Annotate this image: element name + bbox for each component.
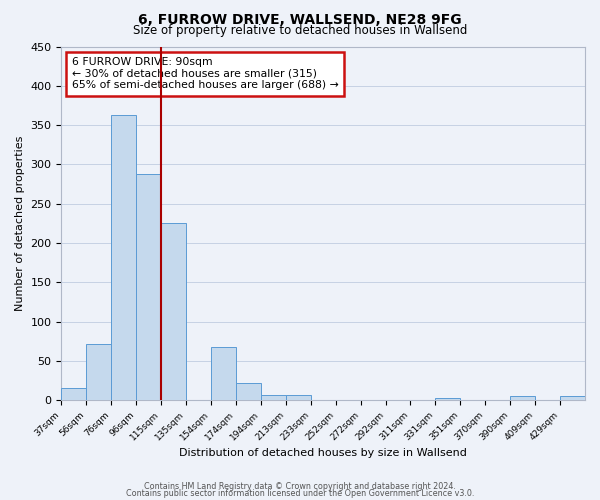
Bar [136,174,161,400]
Bar [86,344,111,400]
Bar [560,396,585,400]
Bar [436,398,460,400]
Bar [161,224,186,400]
Bar [510,396,535,400]
Bar [286,396,311,400]
Bar [111,115,136,400]
Bar [236,383,261,400]
X-axis label: Distribution of detached houses by size in Wallsend: Distribution of detached houses by size … [179,448,467,458]
Text: Size of property relative to detached houses in Wallsend: Size of property relative to detached ho… [133,24,467,37]
Bar [211,348,236,400]
Bar [61,388,86,400]
Y-axis label: Number of detached properties: Number of detached properties [15,136,25,311]
Text: 6, FURROW DRIVE, WALLSEND, NE28 9FG: 6, FURROW DRIVE, WALLSEND, NE28 9FG [138,12,462,26]
Text: Contains HM Land Registry data © Crown copyright and database right 2024.: Contains HM Land Registry data © Crown c… [144,482,456,491]
Bar [261,394,286,400]
Text: 6 FURROW DRIVE: 90sqm
← 30% of detached houses are smaller (315)
65% of semi-det: 6 FURROW DRIVE: 90sqm ← 30% of detached … [72,57,338,90]
Text: Contains public sector information licensed under the Open Government Licence v3: Contains public sector information licen… [126,489,474,498]
